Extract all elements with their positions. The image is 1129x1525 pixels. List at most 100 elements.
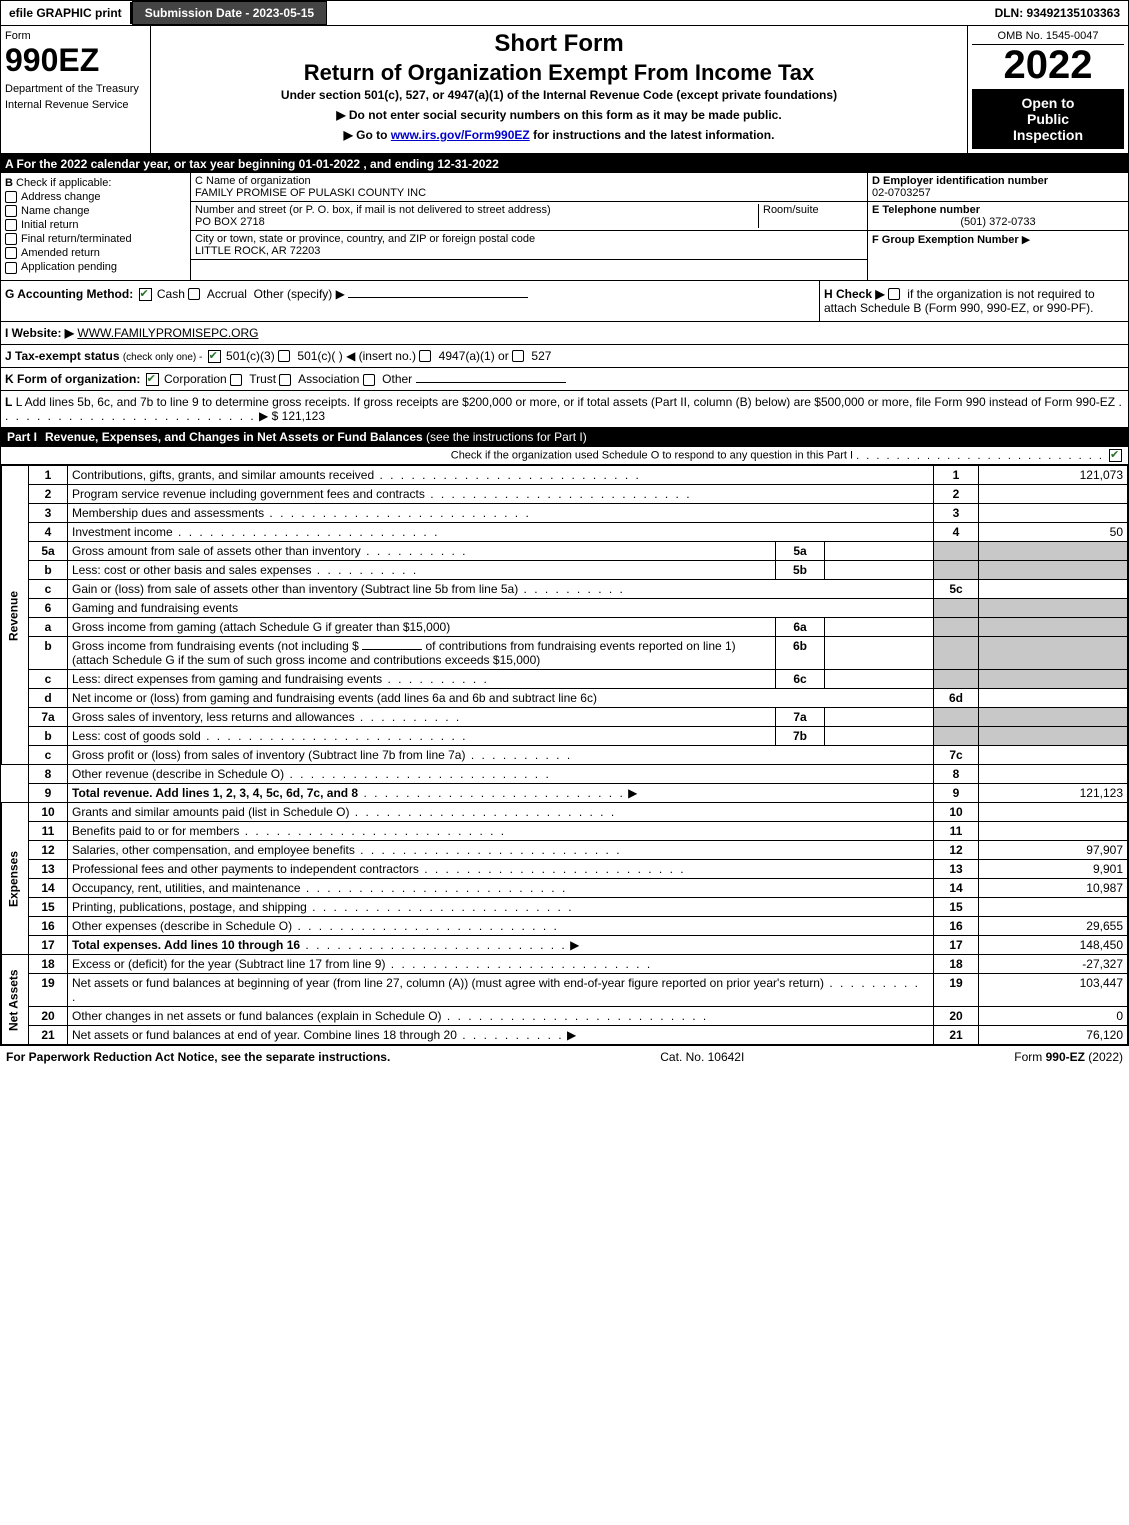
subtitle: Under section 501(c), 527, or 4947(a)(1)… — [159, 88, 959, 102]
line-desc: Investment income — [72, 525, 173, 539]
g-other-input[interactable] — [348, 297, 528, 298]
line-value: 121,073 — [979, 466, 1128, 485]
dept-treasury: Department of the Treasury — [5, 83, 146, 95]
checkbox-cash[interactable] — [139, 288, 152, 301]
checkbox-accrual[interactable] — [188, 288, 200, 300]
line-rightno: 4 — [934, 523, 979, 542]
contrib-input[interactable] — [362, 649, 422, 650]
shaded-cell — [979, 727, 1128, 746]
dots-icon — [349, 805, 616, 819]
line-rightno: 6d — [934, 689, 979, 708]
footer-right-post: (2022) — [1085, 1050, 1123, 1064]
checkbox-final-return[interactable] — [5, 233, 17, 245]
line-value: 29,655 — [979, 917, 1128, 936]
checkbox-corporation[interactable] — [146, 373, 159, 386]
line-value — [979, 485, 1128, 504]
line-no: 15 — [29, 898, 68, 917]
checkbox-4947[interactable] — [419, 350, 431, 362]
checkbox-amended-return[interactable] — [5, 247, 17, 259]
shaded-cell — [979, 708, 1128, 727]
checkbox-name-change[interactable] — [5, 205, 17, 217]
line-value — [979, 822, 1128, 841]
dept-irs: Internal Revenue Service — [5, 99, 146, 111]
j-opt3: 4947(a)(1) or — [439, 349, 509, 363]
opt-name-change: Name change — [21, 205, 90, 217]
dots-icon — [284, 767, 551, 781]
line-no: 11 — [29, 822, 68, 841]
checkbox-trust[interactable] — [230, 374, 242, 386]
line-value: -27,327 — [979, 955, 1128, 974]
line-value — [979, 746, 1128, 765]
line-desc: Grants and similar amounts paid (list in… — [72, 805, 349, 819]
section-j: J Tax-exempt status (check only one) - 5… — [1, 344, 1128, 367]
dots-icon — [292, 919, 559, 933]
open-line3: Inspection — [974, 127, 1122, 143]
j-opt2: 501(c)( ) ◀ (insert no.) — [297, 349, 416, 363]
line-desc: Net assets or fund balances at beginning… — [72, 976, 824, 990]
line-no: d — [29, 689, 68, 708]
line-desc: Net income or (loss) from gaming and fun… — [72, 691, 597, 705]
line-desc: Less: direct expenses from gaming and fu… — [72, 672, 382, 686]
g-cash: Cash — [157, 287, 185, 301]
checkbox-schedule-o[interactable] — [1109, 449, 1122, 462]
line-no: 20 — [29, 1007, 68, 1026]
checkbox-527[interactable] — [512, 350, 524, 362]
table-row: 6 Gaming and fundraising events — [2, 599, 1128, 618]
section-a-period: A For the 2022 calendar year, or tax yea… — [1, 155, 1128, 173]
shaded-cell — [934, 637, 979, 670]
table-row: 3 Membership dues and assessments 3 — [2, 504, 1128, 523]
checkbox-initial-return[interactable] — [5, 219, 17, 231]
table-row: 21 Net assets or fund balances at end of… — [2, 1026, 1128, 1045]
k-other-input[interactable] — [416, 382, 566, 383]
table-row: c Less: direct expenses from gaming and … — [2, 670, 1128, 689]
irs-link[interactable]: www.irs.gov/Form990EZ — [391, 128, 530, 142]
info-grid: B Check if applicable: Address change Na… — [1, 173, 1128, 280]
line-value: 10,987 — [979, 879, 1128, 898]
table-row: c Gross profit or (loss) from sales of i… — [2, 746, 1128, 765]
table-row: a Gross income from gaming (attach Sched… — [2, 618, 1128, 637]
footer-right-bold: 990-EZ — [1046, 1050, 1085, 1064]
table-row: b Gross income from fundraising events (… — [2, 637, 1128, 670]
line-desc: Other revenue (describe in Schedule O) — [72, 767, 284, 781]
line-desc: Net assets or fund balances at end of ye… — [72, 1028, 457, 1042]
line-desc: Excess or (deficit) for the year (Subtra… — [72, 957, 385, 971]
checkbox-501c[interactable] — [278, 350, 290, 362]
line-desc: Total expenses. Add lines 10 through 16 — [72, 938, 300, 952]
checkbox-501c3[interactable] — [208, 350, 221, 363]
checkbox-address-change[interactable] — [5, 191, 17, 203]
website-url[interactable]: WWW.FAMILYPROMISEPC.ORG — [77, 326, 258, 340]
line-value — [979, 580, 1128, 599]
line-desc: Less: cost of goods sold — [72, 729, 201, 743]
checkbox-application-pending[interactable] — [5, 262, 17, 274]
check-schedule-o-row: Check if the organization used Schedule … — [1, 447, 1128, 465]
checkbox-association[interactable] — [279, 374, 291, 386]
line-no: 4 — [29, 523, 68, 542]
checkbox-h[interactable] — [888, 288, 900, 300]
table-row: b Less: cost or other basis and sales ex… — [2, 561, 1128, 580]
dots-icon — [518, 582, 625, 596]
line-rightno: 13 — [934, 860, 979, 879]
instr-pre: ▶ Go to — [344, 128, 391, 142]
table-row: Revenue 1 Contributions, gifts, grants, … — [2, 466, 1128, 485]
open-line1: Open to — [974, 95, 1122, 111]
part-1-title: Revenue, Expenses, and Changes in Net As… — [45, 430, 423, 444]
shaded-cell — [934, 561, 979, 580]
part-1-label: Part I — [7, 430, 45, 444]
org-name-label: C Name of organization — [195, 175, 863, 187]
table-row: 12 Salaries, other compensation, and emp… — [2, 841, 1128, 860]
line-value — [979, 898, 1128, 917]
ein: 02-0703257 — [872, 187, 931, 199]
line-no: a — [29, 618, 68, 637]
sub-value — [825, 618, 934, 637]
table-row: 19 Net assets or fund balances at beginn… — [2, 974, 1128, 1007]
org-name: FAMILY PROMISE OF PULASKI COUNTY INC — [195, 187, 863, 199]
efile-print-link[interactable]: efile GRAPHIC print — [1, 2, 132, 24]
form-container: efile GRAPHIC print Submission Date - 20… — [0, 0, 1129, 1046]
shaded-cell — [979, 670, 1128, 689]
line-desc: Less: cost or other basis and sales expe… — [72, 563, 311, 577]
line-rightno: 16 — [934, 917, 979, 936]
line-rightno: 1 — [934, 466, 979, 485]
table-row: Net Assets 18 Excess or (deficit) for th… — [2, 955, 1128, 974]
checkbox-other-org[interactable] — [363, 374, 375, 386]
k-trust: Trust — [249, 372, 276, 386]
